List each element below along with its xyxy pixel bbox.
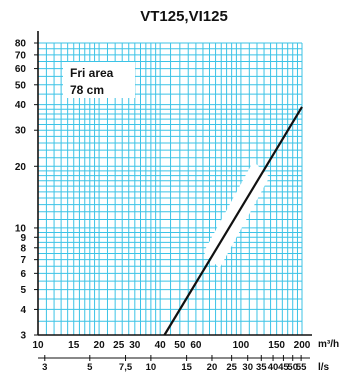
x-tick-label: 15 — [68, 340, 80, 351]
y-tick-label: 8 — [20, 243, 26, 254]
y-tick-label: 20 — [15, 162, 27, 173]
ls-tick-label: 20 — [207, 362, 218, 373]
ls-tick-label: 10 — [146, 362, 157, 373]
x-tick-label: 150 — [268, 340, 285, 351]
x-tick-label: 10 — [32, 340, 44, 351]
ls-tick-label: 7,5 — [119, 362, 133, 373]
y-tick-label: 9 — [20, 233, 26, 244]
y-tick-label: 80 — [15, 39, 27, 50]
ls-tick-label: 3 — [42, 362, 47, 373]
ls-tick-label: 40 — [268, 362, 279, 373]
grid — [37, 42, 303, 336]
x-tick-labels: 10 15 20 25 30 40 50 60 100 150 200 — [32, 340, 310, 351]
ls-tick-label: 35 — [256, 362, 267, 373]
annotation-line-2: 78 cm — [70, 83, 104, 97]
ls-tick-label: 25 — [226, 362, 237, 373]
annotation-line-1: Fri area — [70, 66, 114, 80]
x-tick-label: 100 — [233, 340, 250, 351]
x-tick-label: 40 — [155, 340, 167, 351]
ls-tick-label: 50 — [287, 362, 298, 373]
x-tick-label: 20 — [94, 340, 106, 351]
x-unit-label: m³/h — [318, 339, 339, 350]
x-tick-label: 25 — [113, 340, 125, 351]
annotation-box-bg — [63, 62, 135, 98]
y-tick-label: 30 — [15, 126, 27, 137]
series-line — [163, 106, 303, 336]
ls-tick-label: 45 — [278, 362, 289, 373]
chart-title: VT125,VI125 — [140, 8, 228, 25]
y-tick-label: 5 — [20, 285, 26, 296]
y-tick-label: 70 — [15, 50, 27, 61]
annotation-box: Fri area 78 cm — [63, 62, 135, 98]
x-tick-label: 60 — [190, 340, 202, 351]
series — [163, 106, 303, 336]
y-tick-label: 6 — [20, 269, 26, 280]
ls-tick-label: 30 — [242, 362, 253, 373]
y-tick-label: 50 — [15, 80, 27, 91]
y-tick-label: 7 — [20, 255, 26, 266]
ls-tick-label: 55 — [296, 362, 307, 373]
secondary-x-unit-label: l/s — [318, 362, 330, 373]
y-tick-label: 10 — [15, 223, 27, 234]
ls-tick-label: 5 — [87, 362, 93, 373]
x-tick-label: 30 — [129, 340, 141, 351]
y-tick-label: 60 — [15, 64, 27, 75]
y-tick-label: 4 — [20, 305, 26, 316]
ls-tick-label: 15 — [181, 362, 192, 373]
y-tick-label: 3 — [20, 331, 26, 342]
y-tick-label: 40 — [15, 100, 27, 111]
x-tick-label: 50 — [174, 340, 186, 351]
x-tick-label: 200 — [294, 340, 311, 351]
